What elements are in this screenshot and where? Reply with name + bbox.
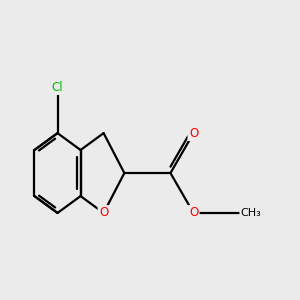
Text: Cl: Cl <box>52 80 63 94</box>
Text: O: O <box>189 206 198 220</box>
Text: O: O <box>99 206 108 220</box>
Text: O: O <box>189 127 198 140</box>
Text: CH₃: CH₃ <box>240 208 261 218</box>
